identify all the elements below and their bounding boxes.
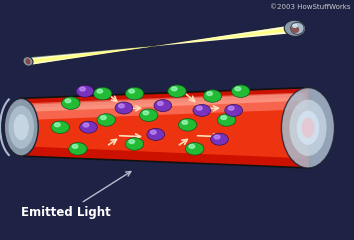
Circle shape	[211, 133, 228, 145]
Ellipse shape	[13, 114, 29, 140]
Text: ©2003 HowStuffWorks: ©2003 HowStuffWorks	[270, 4, 350, 10]
Circle shape	[221, 116, 227, 120]
Polygon shape	[27, 92, 306, 120]
Circle shape	[168, 85, 186, 97]
Circle shape	[228, 106, 234, 110]
Circle shape	[217, 114, 236, 126]
Circle shape	[80, 121, 97, 133]
Circle shape	[69, 143, 87, 155]
Circle shape	[207, 92, 212, 96]
Circle shape	[143, 111, 149, 115]
Ellipse shape	[281, 88, 335, 168]
Circle shape	[154, 100, 172, 112]
Circle shape	[193, 104, 211, 116]
Circle shape	[182, 120, 188, 124]
Ellipse shape	[297, 111, 319, 145]
Circle shape	[171, 87, 177, 91]
Circle shape	[55, 123, 60, 127]
Ellipse shape	[4, 98, 38, 156]
Ellipse shape	[301, 118, 315, 138]
Polygon shape	[29, 25, 293, 65]
Circle shape	[101, 116, 106, 120]
Circle shape	[97, 89, 103, 93]
Circle shape	[83, 123, 89, 127]
Circle shape	[150, 130, 156, 134]
Circle shape	[189, 144, 195, 148]
Circle shape	[125, 138, 144, 150]
Circle shape	[214, 135, 220, 139]
Circle shape	[93, 87, 112, 100]
Polygon shape	[34, 94, 303, 112]
Ellipse shape	[289, 100, 326, 156]
Circle shape	[129, 140, 135, 144]
Ellipse shape	[284, 20, 306, 36]
Circle shape	[232, 85, 250, 97]
Ellipse shape	[291, 25, 299, 33]
Ellipse shape	[292, 24, 298, 28]
Circle shape	[158, 102, 163, 105]
Circle shape	[225, 104, 242, 116]
Circle shape	[203, 90, 222, 102]
Circle shape	[119, 104, 124, 108]
Ellipse shape	[8, 106, 34, 149]
Circle shape	[62, 97, 80, 109]
Circle shape	[147, 128, 165, 140]
Circle shape	[235, 87, 241, 91]
Ellipse shape	[25, 59, 30, 64]
Circle shape	[139, 109, 158, 121]
Ellipse shape	[23, 57, 33, 66]
Polygon shape	[30, 28, 292, 63]
Polygon shape	[27, 97, 306, 158]
Circle shape	[72, 144, 78, 148]
Polygon shape	[19, 88, 310, 168]
Circle shape	[115, 102, 133, 114]
Circle shape	[80, 87, 85, 91]
Circle shape	[65, 99, 71, 103]
Circle shape	[97, 114, 115, 126]
Circle shape	[129, 89, 135, 93]
Circle shape	[196, 106, 202, 110]
Circle shape	[178, 119, 197, 131]
Polygon shape	[27, 24, 296, 66]
Ellipse shape	[291, 22, 304, 34]
Text: Emitted Light: Emitted Light	[21, 172, 131, 219]
Circle shape	[125, 87, 144, 100]
Circle shape	[185, 143, 204, 155]
Circle shape	[51, 121, 69, 133]
Circle shape	[76, 85, 94, 97]
